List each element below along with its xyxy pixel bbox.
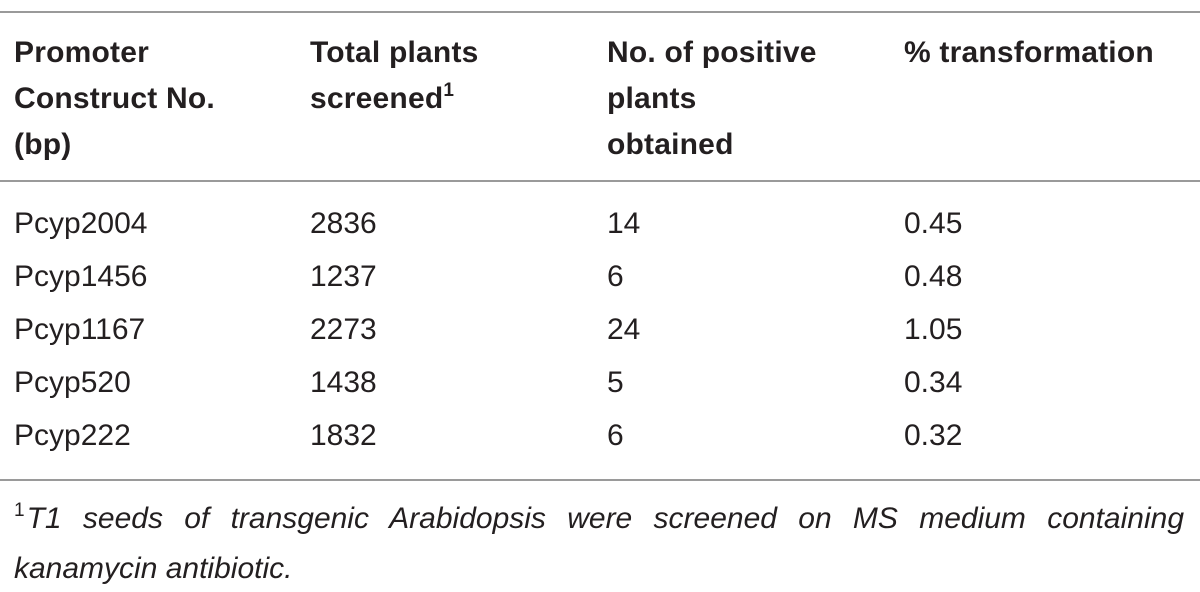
table-top-rule [0, 11, 1200, 13]
header-positive-line3: obtained [607, 128, 734, 161]
cell-positive: 6 [607, 419, 624, 452]
cell-construct: Pcyp1456 [14, 260, 148, 293]
table-footnote: 1T1 seeds of transgenic Arabidopsis were… [14, 496, 1184, 592]
table-row: Pcyp520 1438 5 0.34 [0, 356, 1200, 409]
header-promoter-line1: Promoter [14, 36, 149, 69]
header-percent-transformation: % transformation [904, 30, 1154, 76]
header-positive-line2: plants [607, 82, 697, 115]
footnote-text: T1 seeds of transgenic Arabidopsis were … [14, 502, 1184, 585]
cell-positive: 6 [607, 260, 624, 293]
header-positive-plants: No. of positive plants obtained [607, 30, 817, 168]
header-promoter-line3: (bp) [14, 128, 72, 161]
header-positive-line1: No. of positive [607, 36, 817, 69]
table-row: Pcyp2004 2836 14 0.45 [0, 197, 1200, 250]
header-total-screened: screened [310, 82, 444, 115]
cell-total: 2273 [310, 313, 377, 346]
cell-positive: 14 [607, 207, 641, 240]
cell-construct: Pcyp222 [14, 419, 131, 452]
cell-construct: Pcyp2004 [14, 207, 148, 240]
table-header-rule [0, 180, 1200, 182]
header-footnote-marker: 1 [443, 80, 455, 101]
header-percent-line1: % transformation [904, 36, 1154, 69]
cell-percent: 0.32 [904, 419, 963, 452]
cell-construct: Pcyp520 [14, 366, 131, 399]
cell-percent: 0.45 [904, 207, 963, 240]
footnote-marker: 1 [14, 500, 25, 521]
cell-total: 1438 [310, 366, 377, 399]
header-total-line1: Total plants [310, 36, 479, 69]
header-total-plants: Total plants screened1 [310, 30, 479, 122]
cell-construct: Pcyp1167 [14, 313, 146, 346]
cell-positive: 24 [607, 313, 641, 346]
cell-total: 1832 [310, 419, 377, 452]
header-promoter-line2: Construct No. [14, 82, 215, 115]
cell-percent: 0.48 [904, 260, 963, 293]
table-bottom-rule [0, 479, 1200, 481]
table-row: Pcyp1456 1237 6 0.48 [0, 250, 1200, 303]
cell-total: 2836 [310, 207, 377, 240]
cell-percent: 1.05 [904, 313, 963, 346]
cell-percent: 0.34 [904, 366, 963, 399]
table-row: Pcyp1167 2273 24 1.05 [0, 303, 1200, 356]
header-total-line2: screened1 [310, 76, 479, 122]
header-promoter-construct: Promoter Construct No. (bp) [14, 30, 215, 168]
cell-total: 1237 [310, 260, 377, 293]
table-row: Pcyp222 1832 6 0.32 [0, 409, 1200, 462]
cell-positive: 5 [607, 366, 624, 399]
